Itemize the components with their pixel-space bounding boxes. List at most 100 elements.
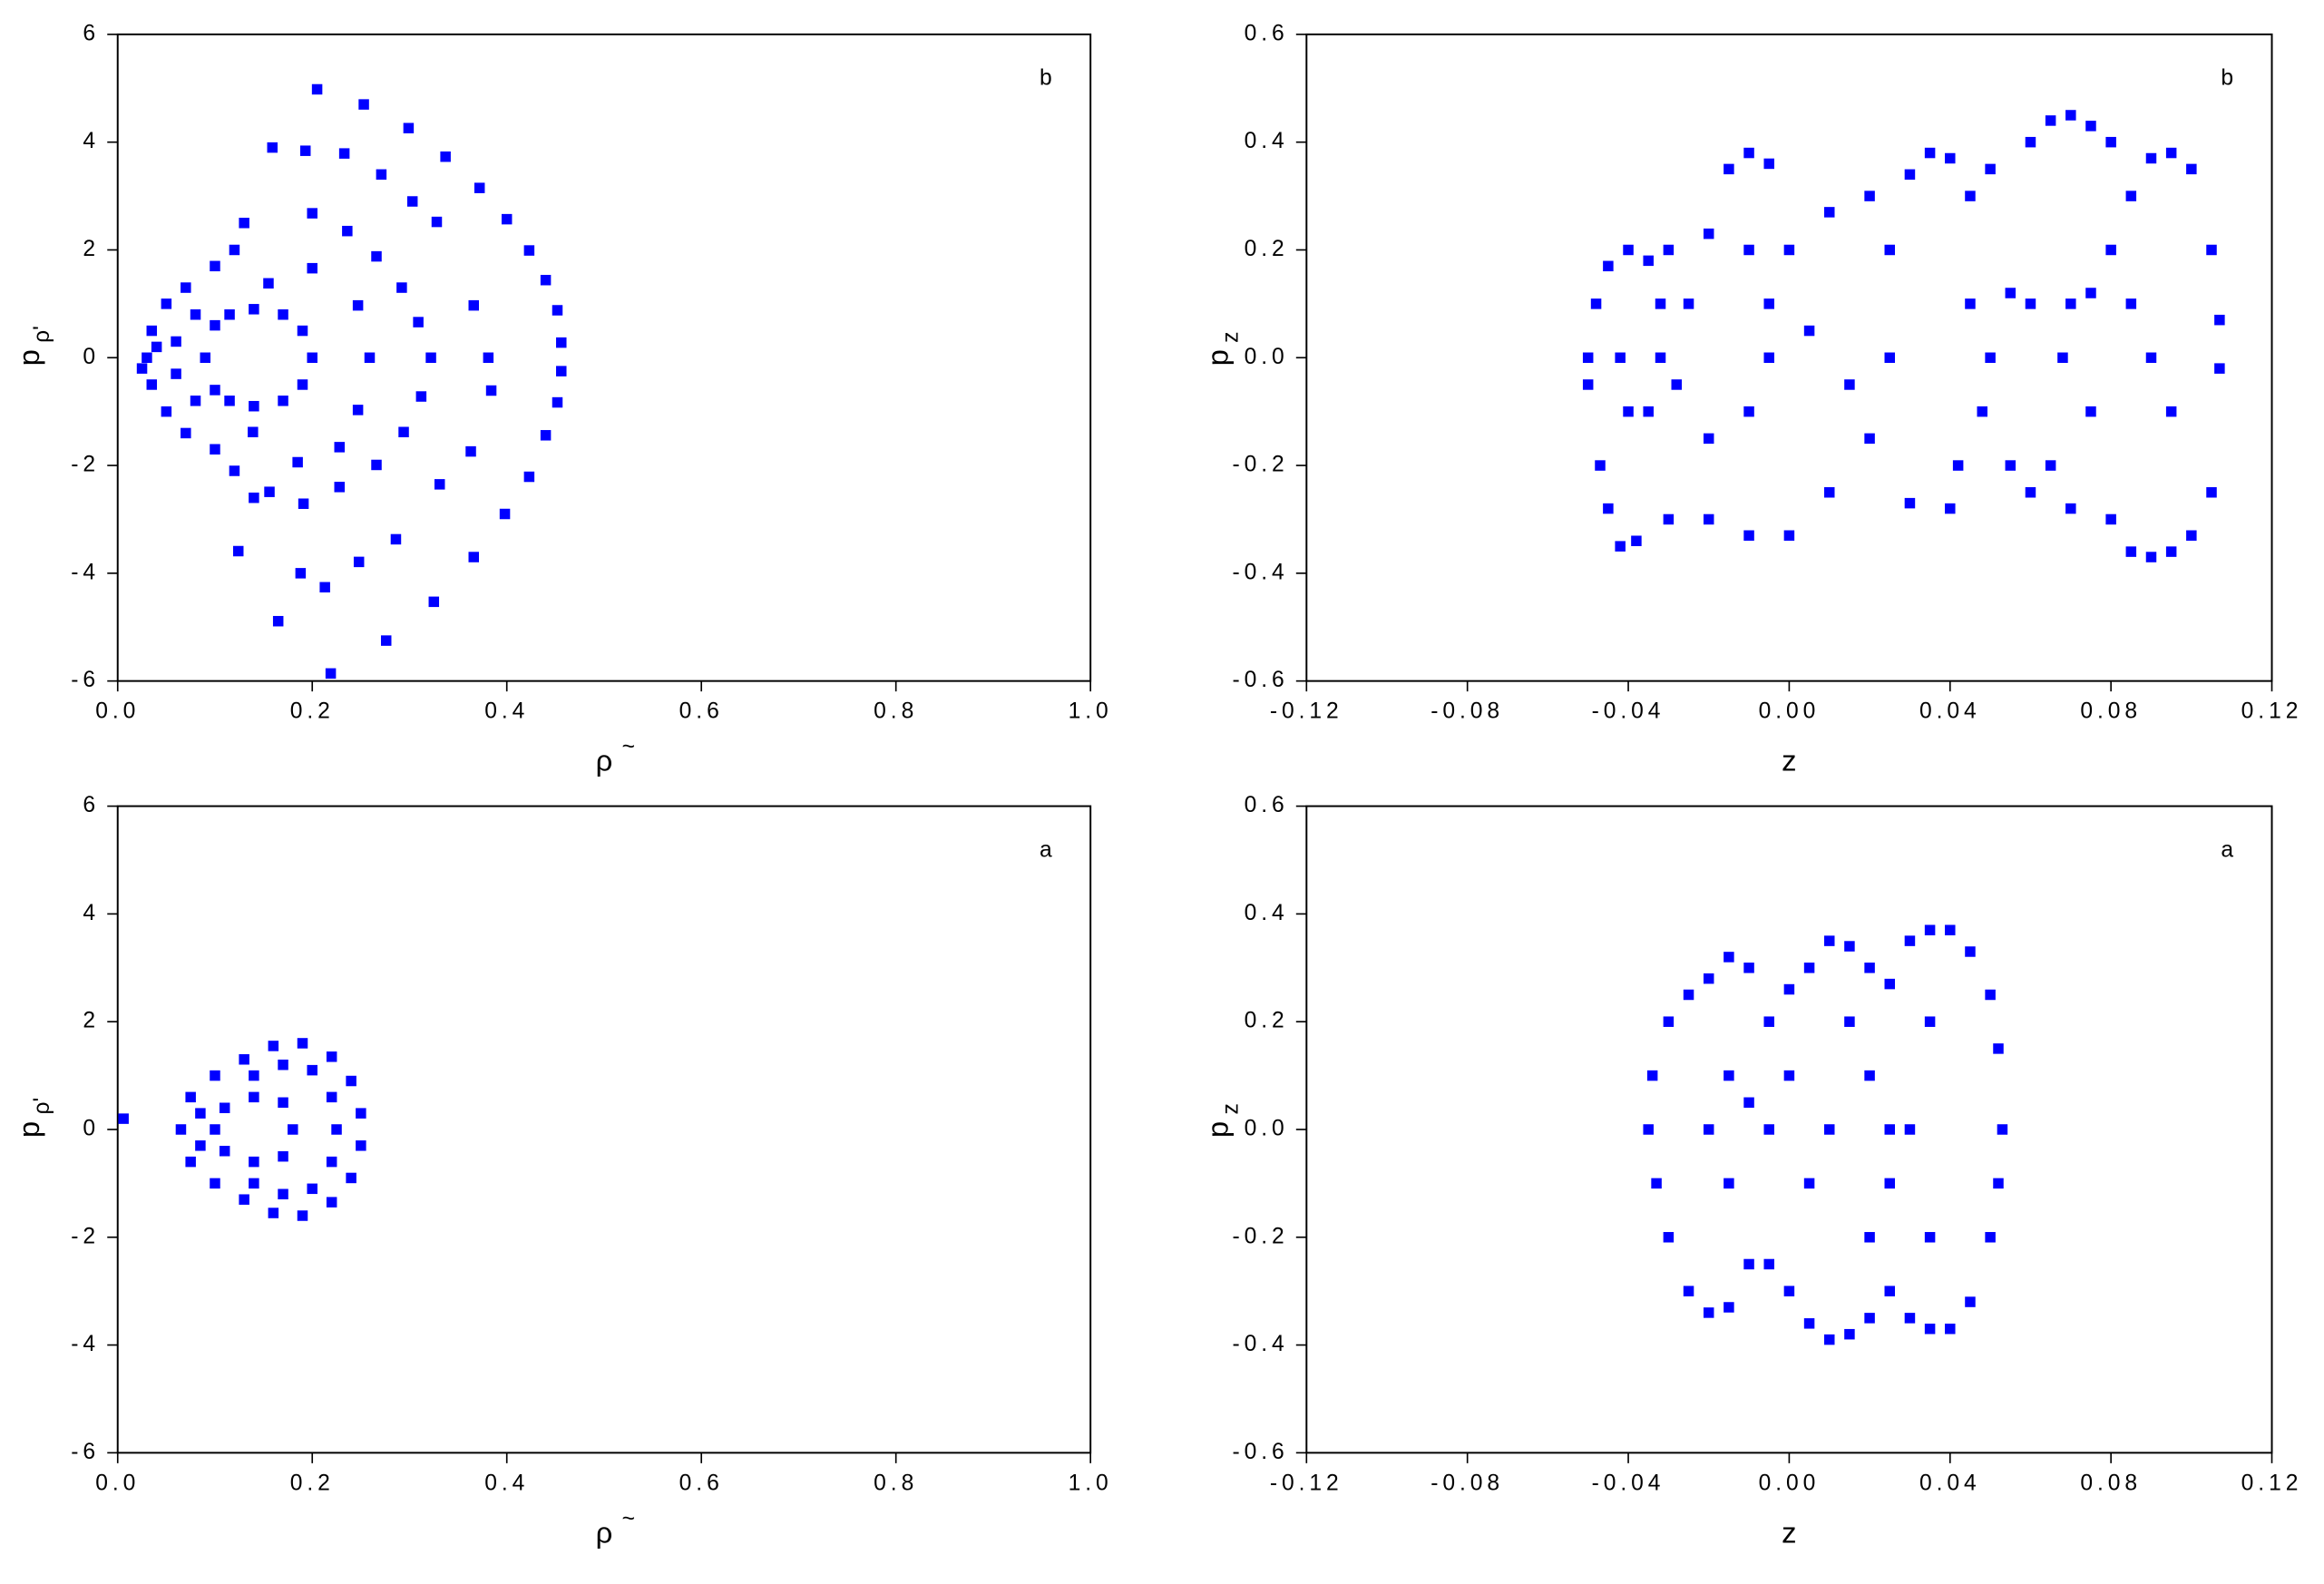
point (1743, 147, 1754, 159)
point (1884, 1286, 1896, 1296)
y-tick-label: 0.4 (1245, 901, 1289, 925)
point (171, 336, 181, 347)
x-axis-label: z (1782, 744, 1796, 777)
point (1965, 191, 1976, 201)
point (338, 148, 350, 159)
panel: 0.0 0.2 0.4 0.6 0.8 1.0 -6 -4 -2 0 2 4 6 ρ ~ p ρ' b (12, 21, 1113, 777)
panel: -0.12 -0.08 -0.04 0.00 0.04 0.08 0.12 -0.6 -0.4 -… (1201, 21, 2303, 777)
point (1743, 1258, 1754, 1270)
point (298, 498, 309, 509)
point (1623, 244, 1634, 256)
point (523, 471, 535, 483)
y-tick-label: -6 (71, 1440, 100, 1464)
y-tick-label: 6 (83, 21, 100, 45)
plot-frame (1305, 33, 2273, 682)
point (1844, 941, 1855, 952)
x-tick-label: 0.12 (2241, 699, 2303, 724)
point (485, 385, 497, 396)
point (1763, 1016, 1774, 1027)
point (346, 1172, 356, 1184)
x-tick-label: 0.04 (1919, 1471, 1981, 1495)
x-tick-label: -0.12 (1270, 1471, 1343, 1495)
point (307, 1064, 317, 1076)
point (1743, 406, 1754, 417)
x-tick-label: -0.08 (1431, 699, 1504, 724)
point (210, 1070, 220, 1081)
x-tick-label: -0.12 (1270, 699, 1343, 724)
panel-annotation: a (2221, 837, 2233, 862)
point (1985, 352, 1996, 364)
point (326, 1051, 337, 1062)
point (161, 298, 172, 309)
x-tick-label: 0.00 (1759, 699, 1821, 724)
point (2125, 191, 2137, 201)
point (358, 99, 369, 110)
point (249, 304, 259, 315)
x-tick-label: 0.8 (874, 699, 918, 724)
x-axis-label-sup: ~ (622, 735, 635, 759)
point (413, 317, 424, 328)
point (1615, 352, 1626, 364)
point (1924, 147, 1936, 159)
point (1993, 1178, 2004, 1189)
point (1803, 963, 1815, 973)
point (1945, 924, 1956, 935)
x-tick-label: 0.6 (679, 1471, 724, 1495)
point (1763, 1124, 1774, 1135)
point (2105, 513, 2116, 525)
point (278, 1150, 288, 1162)
plot-frame (1305, 805, 2273, 1454)
point (434, 479, 445, 490)
point (1993, 1043, 2004, 1054)
point (249, 400, 259, 412)
point (278, 1097, 288, 1109)
y-tick-label: -0.2 (1232, 1224, 1288, 1248)
point (1595, 460, 1606, 471)
panel-annotation: b (2221, 66, 2233, 91)
point (2045, 115, 2056, 126)
point (1623, 406, 1634, 417)
point (371, 250, 382, 262)
y-axis-label-sub: ρ' (30, 1098, 54, 1115)
x-tick-label: 0.4 (484, 1471, 529, 1495)
x-tick-label: 0.2 (290, 1471, 335, 1495)
x-tick-label: -0.04 (1592, 699, 1665, 724)
point (249, 492, 259, 504)
point (1743, 963, 1754, 973)
point (1985, 1232, 1996, 1243)
plot-frame (116, 805, 1092, 1454)
point (219, 1102, 230, 1113)
point (210, 1178, 220, 1189)
y-tick-label: 0.6 (1245, 793, 1289, 817)
y-tick-label: 0.6 (1245, 21, 1289, 45)
point (1844, 1016, 1855, 1027)
point (292, 456, 303, 468)
point (1743, 530, 1754, 542)
x-tick-label: 0.6 (679, 699, 724, 724)
point (356, 1108, 366, 1119)
point (1803, 1318, 1815, 1329)
x-tick-label: -0.08 (1431, 1471, 1504, 1495)
point (1884, 1124, 1896, 1135)
panel-annotation: a (1040, 837, 1052, 862)
point (1864, 1232, 1875, 1243)
point (1723, 952, 1734, 963)
point (2025, 136, 2036, 148)
y-axis-label: p (1201, 349, 1235, 366)
y-tick-label: 4 (83, 129, 100, 153)
point (1864, 1070, 1875, 1081)
point (465, 445, 476, 457)
point (376, 169, 387, 181)
x-tick-label: 1.0 (1069, 699, 1113, 724)
point (2105, 244, 2116, 256)
point (299, 145, 311, 156)
point (2025, 487, 2036, 498)
point (195, 1108, 206, 1119)
point (1824, 935, 1835, 946)
point (1924, 1016, 1936, 1027)
point (1864, 1313, 1875, 1324)
point (342, 225, 353, 237)
point (1703, 1307, 1714, 1318)
point (1884, 352, 1896, 364)
